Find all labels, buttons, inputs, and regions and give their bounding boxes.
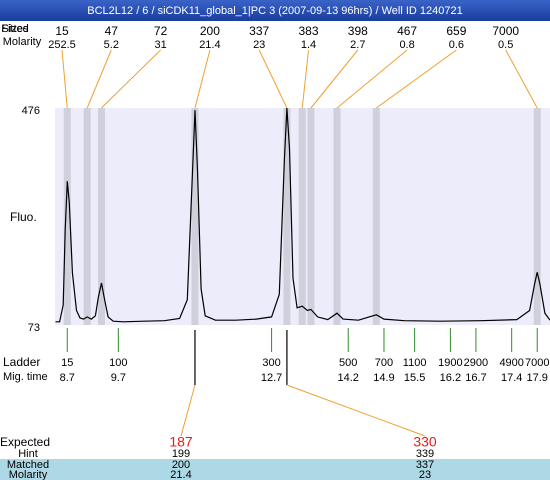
peak-band: [97, 108, 105, 325]
ladder-time: 16.2: [440, 372, 461, 384]
peak-band: [63, 108, 71, 325]
ladder-time: 9.7: [111, 372, 126, 384]
peak-band: [83, 108, 91, 325]
row-label: Mig. time: [3, 371, 48, 383]
matched-band: [0, 459, 550, 480]
peak-connector: [258, 49, 288, 109]
peak-molarity: 31: [154, 39, 166, 51]
peak-size: 72: [154, 24, 168, 38]
peak-size: 7000: [492, 24, 519, 38]
row-label: Ladder: [3, 355, 40, 369]
peak-connector: [376, 49, 457, 109]
peak-size: 659: [446, 24, 466, 38]
peak-band: [333, 108, 341, 325]
peak-molarity: 0.8: [399, 39, 414, 51]
peak-connector: [336, 49, 408, 109]
peak-band: [372, 108, 380, 325]
peak-size: 383: [298, 24, 318, 38]
ladder-size: 15: [61, 357, 73, 369]
title-bar: [0, 0, 550, 21]
row-label: Matched: [7, 459, 49, 471]
peak-size: 47: [105, 24, 119, 38]
row-label: Sizes: [2, 23, 29, 35]
peak-size: 398: [348, 24, 368, 38]
ladder-size: 700: [375, 357, 393, 369]
matched-value: 337: [416, 459, 434, 471]
peak-molarity: 23: [253, 39, 265, 51]
peak-size: 467: [397, 24, 417, 38]
expected-value: 187: [169, 434, 193, 450]
ladder-time: 14.9: [373, 372, 394, 384]
peak-band: [191, 108, 199, 325]
peak-size: 200: [200, 24, 220, 38]
ladder-size: 7000: [525, 357, 549, 369]
peak-connector: [101, 49, 161, 109]
expected-connector: [180, 384, 196, 437]
ladder-size: 1900: [438, 357, 462, 369]
row-label: Molarity: [9, 469, 48, 480]
expected-value: 330: [413, 434, 437, 450]
trace: [55, 107, 550, 323]
y-tick-label: 73: [28, 322, 40, 334]
ladder-time: 16.7: [465, 372, 486, 384]
peak-molarity: 252.5: [48, 39, 76, 51]
chart-title: BCL2L12 / 6 / siCDK11_global_1|PC 3 (200…: [87, 5, 462, 17]
peak-connector: [86, 49, 112, 109]
row-label: Expected: [0, 435, 50, 449]
peak-band: [298, 108, 306, 325]
peak-connector: [61, 49, 68, 109]
peak-connector: [194, 49, 211, 109]
ladder-size: 100: [109, 357, 127, 369]
expected-connector: [286, 384, 426, 437]
ladder-size: 500: [339, 357, 357, 369]
peak-molarity: 5.2: [104, 39, 119, 51]
ladder-time: 15.5: [404, 372, 425, 384]
peak-band: [533, 108, 541, 325]
ladder-time: 14.2: [338, 372, 359, 384]
hint-value: 199: [172, 448, 190, 460]
row-label: Molarity: [3, 36, 42, 48]
y-tick-label: 476: [22, 105, 40, 117]
ladder-size: 300: [262, 357, 280, 369]
peak-size: 337: [249, 24, 269, 38]
peak-band: [283, 108, 291, 325]
molarity-value: 23: [419, 469, 431, 480]
ladder-time: 12.7: [261, 372, 282, 384]
hint-value: 339: [416, 448, 434, 460]
ladder-size: 4900: [499, 357, 523, 369]
peak-molarity: 2.7: [350, 39, 365, 51]
row-label: Hint: [18, 448, 38, 460]
peak-molarity: 0.5: [498, 39, 513, 51]
peak-connector: [310, 49, 359, 109]
ladder-size: 2900: [464, 357, 488, 369]
peak-connector: [505, 49, 538, 109]
ladder-time: 8.7: [60, 372, 75, 384]
row-label: Fitted: [1, 23, 29, 35]
ladder-time: 17.4: [501, 372, 522, 384]
ladder-time: 17.9: [527, 372, 548, 384]
peak-band: [307, 108, 315, 325]
molarity-value: 21.4: [170, 469, 191, 480]
ladder-size: 1100: [403, 357, 427, 369]
peak-molarity: 21.4: [199, 39, 220, 51]
peak-connector: [301, 49, 309, 109]
peak-molarity: 0.6: [449, 39, 464, 51]
matched-value: 200: [172, 459, 190, 471]
peak-size: 15: [55, 24, 69, 38]
peak-molarity: 1.4: [301, 39, 316, 51]
y-axis-label: Fluo.: [10, 210, 37, 224]
